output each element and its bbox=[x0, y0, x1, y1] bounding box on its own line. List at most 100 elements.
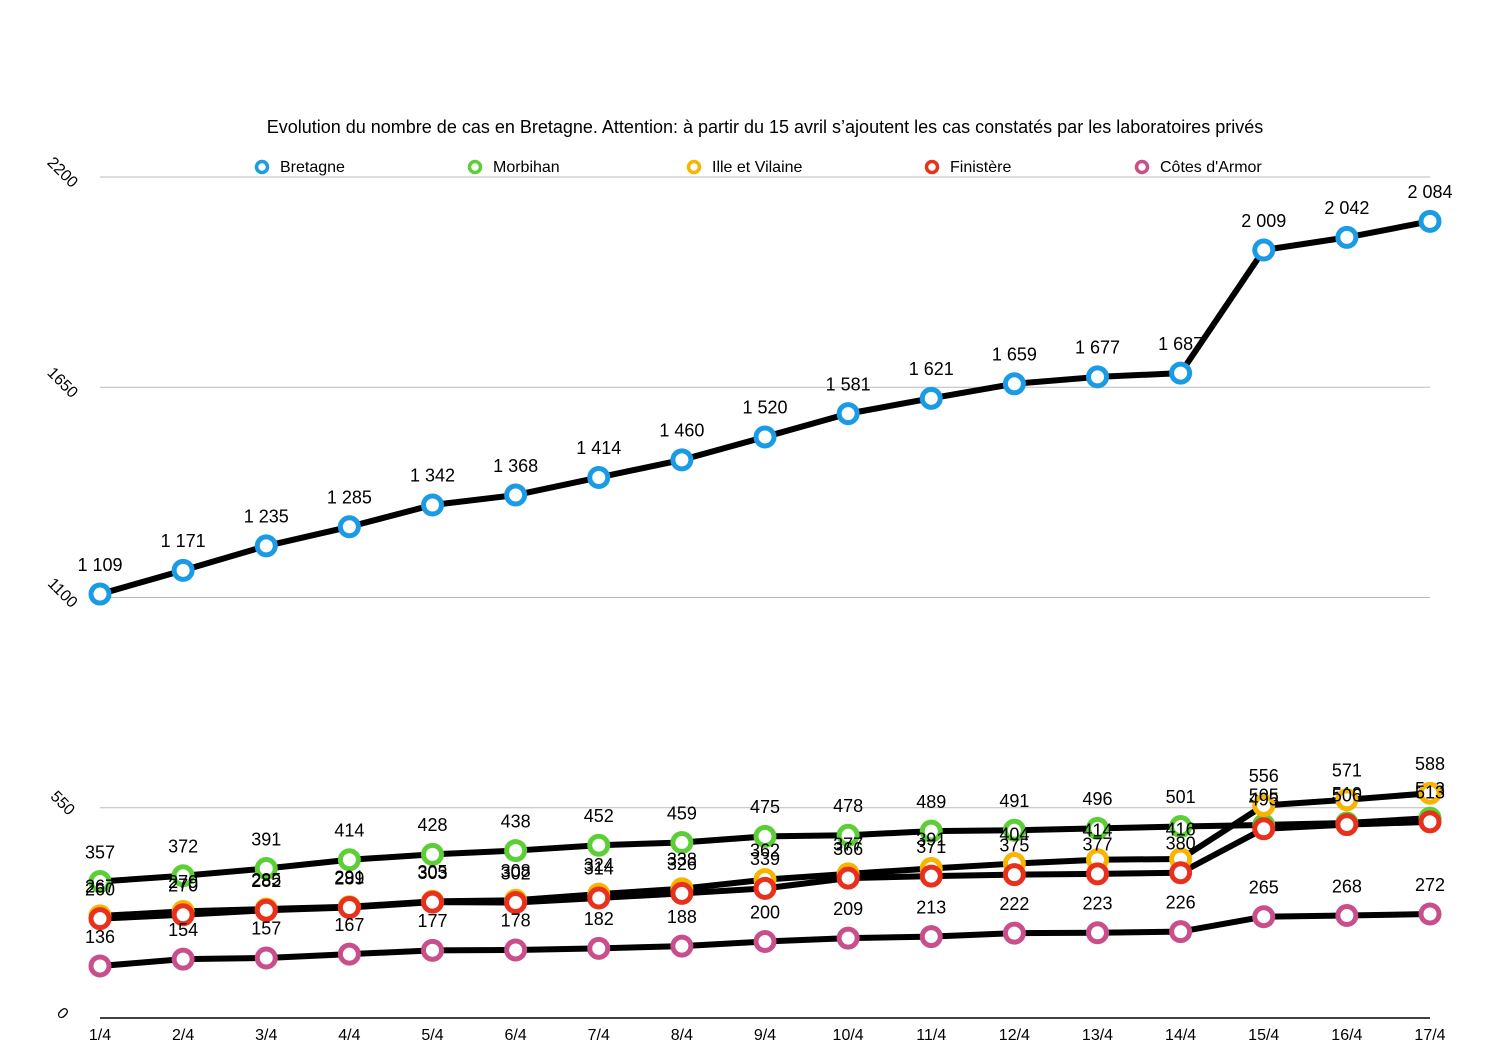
data-label: 308 bbox=[501, 861, 531, 881]
data-label: 291 bbox=[334, 868, 364, 888]
data-point bbox=[254, 898, 278, 922]
data-label: 302 bbox=[501, 863, 531, 883]
data-label: 428 bbox=[417, 815, 447, 835]
data-label: 1 520 bbox=[742, 398, 787, 418]
data-label: 154 bbox=[168, 920, 198, 940]
data-label: 226 bbox=[1166, 892, 1196, 912]
data-point bbox=[1169, 920, 1193, 944]
data-point bbox=[1252, 793, 1276, 817]
data-label: 305 bbox=[417, 862, 447, 882]
data-label: 1 581 bbox=[826, 374, 871, 394]
data-label: 375 bbox=[999, 835, 1029, 855]
x-tick-label: 10/4 bbox=[833, 1027, 864, 1044]
data-label: 506 bbox=[1332, 785, 1362, 805]
data-point bbox=[337, 942, 361, 966]
data-label: 1 621 bbox=[909, 359, 954, 379]
data-label: 495 bbox=[1249, 790, 1279, 810]
data-point bbox=[504, 483, 528, 507]
data-point bbox=[337, 896, 361, 920]
data-label: 1 109 bbox=[77, 555, 122, 575]
data-point bbox=[587, 886, 611, 910]
x-tick-label: 1/4 bbox=[89, 1027, 111, 1044]
y-tick-label: 0 bbox=[53, 1005, 71, 1023]
x-tick-label: 7/4 bbox=[588, 1027, 610, 1044]
data-point bbox=[587, 465, 611, 489]
data-label: 282 bbox=[251, 871, 281, 891]
data-label: 270 bbox=[168, 876, 198, 896]
data-point bbox=[753, 930, 777, 954]
data-label: 391 bbox=[251, 829, 281, 849]
data-point bbox=[504, 839, 528, 863]
data-label: 1 235 bbox=[244, 507, 289, 527]
data-label: 268 bbox=[1332, 876, 1362, 896]
data-label: 366 bbox=[833, 839, 863, 859]
data-point bbox=[171, 864, 195, 888]
data-label: 326 bbox=[667, 854, 697, 874]
data-label: 167 bbox=[334, 915, 364, 935]
data-point bbox=[1418, 810, 1442, 834]
data-label: 178 bbox=[501, 911, 531, 931]
data-point bbox=[1002, 818, 1026, 842]
data-point bbox=[1418, 781, 1442, 805]
data-point bbox=[1002, 372, 1026, 396]
data-label: 357 bbox=[85, 842, 115, 862]
data-point bbox=[421, 842, 444, 866]
data-label: 362 bbox=[750, 840, 780, 860]
legend-label: Morbihan bbox=[493, 159, 560, 176]
data-label: 1 677 bbox=[1075, 338, 1120, 358]
data-label: 496 bbox=[1082, 789, 1112, 809]
data-point bbox=[171, 947, 195, 971]
data-label: 438 bbox=[501, 811, 531, 831]
data-label: 380 bbox=[1166, 833, 1196, 853]
data-point bbox=[1418, 209, 1442, 233]
y-tick-label: 1650 bbox=[44, 364, 81, 401]
data-point bbox=[1086, 921, 1109, 945]
data-label: 267 bbox=[85, 877, 115, 897]
data-point bbox=[1335, 225, 1359, 249]
data-label: 1 285 bbox=[327, 488, 372, 508]
data-label: 372 bbox=[168, 837, 198, 857]
data-label: 2 009 bbox=[1241, 211, 1286, 231]
x-tick-label: 8/4 bbox=[671, 1027, 693, 1044]
data-point bbox=[337, 848, 361, 872]
data-point bbox=[1252, 905, 1276, 929]
data-label: 556 bbox=[1249, 766, 1279, 786]
data-point bbox=[919, 386, 943, 410]
data-label: 279 bbox=[168, 872, 198, 892]
data-point bbox=[836, 926, 860, 950]
data-point bbox=[670, 448, 694, 472]
data-label: 414 bbox=[334, 820, 364, 840]
data-point bbox=[171, 558, 195, 582]
data-point bbox=[1169, 814, 1193, 838]
data-point bbox=[836, 402, 860, 426]
chart-title: Evolution du nombre de cas en Bretagne. … bbox=[267, 117, 1264, 137]
data-label: 491 bbox=[999, 791, 1029, 811]
data-point bbox=[421, 938, 444, 962]
data-point bbox=[1002, 921, 1026, 945]
data-point bbox=[753, 876, 777, 900]
data-label: 588 bbox=[1415, 754, 1445, 774]
data-label: 324 bbox=[584, 855, 614, 875]
data-label: 1 687 bbox=[1158, 334, 1203, 354]
data-label: 475 bbox=[750, 797, 780, 817]
data-label: 182 bbox=[584, 909, 614, 929]
legend-marker bbox=[254, 159, 270, 175]
data-point bbox=[670, 934, 694, 958]
data-label: 459 bbox=[667, 803, 697, 823]
x-tick-label: 16/4 bbox=[1331, 1027, 1362, 1044]
data-point bbox=[171, 903, 195, 927]
data-label: 1 368 bbox=[493, 456, 538, 476]
x-tick-label: 17/4 bbox=[1414, 1027, 1445, 1044]
data-label: 501 bbox=[1166, 787, 1196, 807]
data-label: 1 171 bbox=[161, 531, 206, 551]
data-point bbox=[504, 938, 528, 962]
legend-marker bbox=[1134, 159, 1150, 175]
data-point bbox=[88, 954, 112, 978]
data-label: 489 bbox=[916, 792, 946, 812]
data-label: 404 bbox=[999, 824, 1029, 844]
legend-label: Finistère bbox=[950, 159, 1011, 176]
data-point bbox=[1086, 365, 1109, 389]
data-point bbox=[1086, 816, 1109, 840]
data-point bbox=[1252, 817, 1276, 841]
